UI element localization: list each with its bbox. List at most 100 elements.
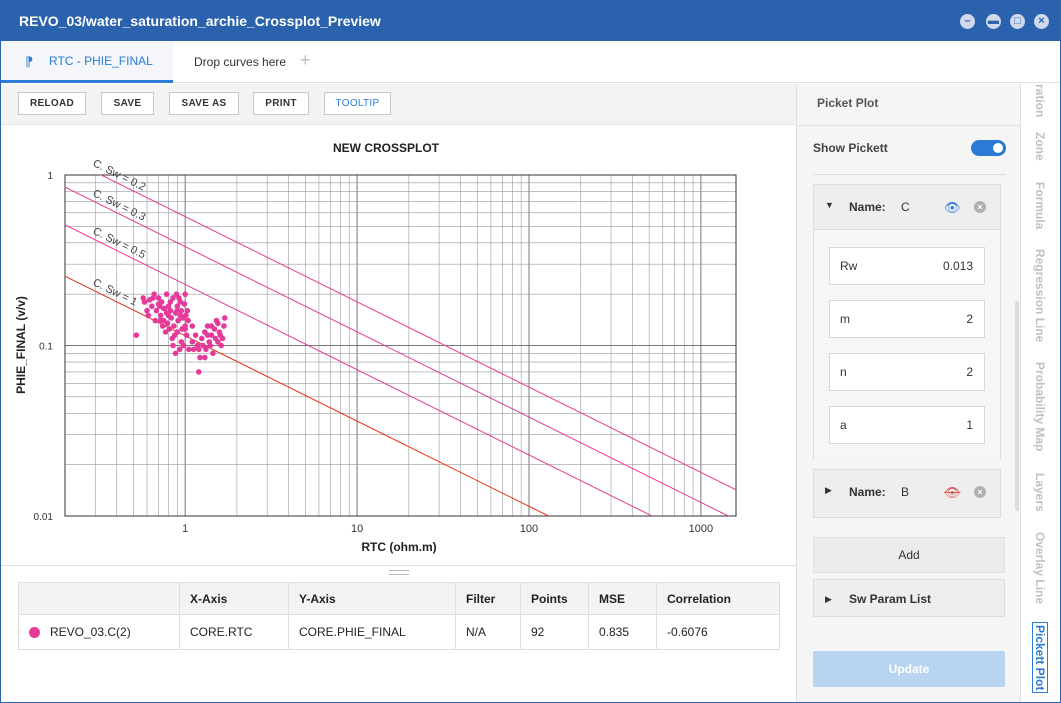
data-point — [215, 320, 221, 327]
eye-hidden-icon[interactable]: 👁 — [944, 485, 961, 500]
tooltip-button[interactable]: TOOLTIP — [324, 92, 391, 115]
crossplot-chart[interactable]: C. Sw = 1C. Sw = 0.5C. Sw = 0.3C. Sw = 0… — [1, 125, 796, 565]
y-axis-label: PHIE_FINAL (v/v) — [14, 296, 28, 394]
splitter-grip-top[interactable] — [389, 570, 409, 571]
y-tick-label: 1 — [47, 171, 53, 182]
side-tab-configuration[interactable]: ration — [1033, 84, 1047, 118]
data-point — [176, 346, 183, 353]
splitter-grip-bottom[interactable] — [389, 574, 409, 575]
caret-down-icon[interactable]: ▼ — [825, 200, 834, 210]
group-b-name: B — [901, 485, 910, 499]
data-point — [157, 312, 164, 319]
panel-splitter[interactable] — [1, 565, 796, 575]
series-name: REVO_03.C(2) — [50, 625, 131, 639]
correlation-cell: -0.6076 — [656, 614, 780, 650]
m-label: m — [840, 312, 850, 326]
side-tab-pickett-plot[interactable]: Pickett Plot — [1032, 622, 1048, 694]
a-value[interactable]: 1 — [966, 418, 973, 432]
data-point — [203, 346, 209, 353]
pickett-panel-title: Picket Plot — [817, 96, 879, 110]
sw-param-list-button[interactable]: ▶ Sw Param List — [813, 579, 1005, 617]
a-field[interactable]: a 1 — [829, 406, 985, 444]
n-label: n — [840, 365, 847, 379]
eye-icon[interactable]: 👁 — [944, 200, 961, 215]
filter-cell: N/A — [455, 614, 521, 650]
side-tab-zone[interactable]: Zone — [1033, 132, 1047, 161]
data-point — [177, 312, 184, 319]
maximize-icon[interactable]: □ — [1010, 14, 1025, 29]
n-value[interactable]: 2 — [966, 365, 973, 379]
side-tab-layers[interactable]: Layers — [1033, 473, 1047, 512]
m-field[interactable]: m 2 — [829, 300, 985, 338]
x-tick-label: 1000 — [689, 523, 713, 535]
series-color-dot — [29, 627, 40, 639]
rw-value[interactable]: 0.013 — [942, 259, 973, 273]
save-button[interactable]: SAVE — [101, 92, 154, 115]
data-point — [195, 346, 202, 353]
panel-scrollbar[interactable] — [1015, 301, 1019, 511]
side-tab-regression-line[interactable]: Regression Line — [1033, 249, 1047, 343]
data-point — [221, 323, 227, 329]
tab-rtc-phie-final[interactable]: ⁋ RTC - PHIE_FINAL — [1, 41, 173, 83]
print-button[interactable]: PRINT — [253, 92, 309, 115]
update-button[interactable]: Update — [813, 651, 1005, 687]
remove-icon[interactable]: × — [974, 486, 986, 498]
pickett-line — [65, 186, 730, 516]
data-point — [182, 291, 188, 297]
restore-icon[interactable]: ▬ — [986, 14, 1001, 29]
tab-label: RTC - PHIE_FINAL — [49, 54, 153, 68]
x-tick-label: 10 — [351, 523, 363, 535]
save-as-button[interactable]: SAVE AS — [169, 92, 239, 115]
drop-curves-tab[interactable]: Drop curves here — [194, 55, 287, 69]
data-point — [184, 307, 191, 314]
table-row[interactable]: REVO_03.C(2) CORE.RTC CORE.PHIE_FINAL N/… — [18, 614, 780, 650]
side-tab-overlay-line[interactable]: Overlay Line — [1033, 532, 1047, 605]
data-point — [167, 307, 174, 314]
reload-button[interactable]: RELOAD — [18, 92, 86, 115]
n-field[interactable]: n 2 — [829, 353, 985, 391]
x-axis-cell: CORE.RTC — [179, 614, 289, 650]
data-point — [210, 350, 216, 357]
data-point — [190, 346, 197, 353]
x-tick-label: 1 — [182, 523, 188, 535]
data-point — [170, 342, 176, 349]
data-point — [204, 332, 211, 338]
data-point — [178, 339, 185, 345]
m-value[interactable]: 2 — [966, 312, 973, 326]
header-series — [18, 582, 180, 615]
pickett-panel: Picket Plot Show Pickett ▼ Name: C 👁 × R… — [796, 84, 1021, 702]
chart-tab-icon: ⁋ — [25, 54, 34, 69]
toggle-knob — [993, 143, 1003, 153]
rw-field[interactable]: Rw 0.013 — [829, 247, 985, 285]
data-point — [221, 315, 228, 321]
data-point — [160, 305, 167, 312]
panel-divider — [797, 125, 1021, 126]
group-c-header[interactable]: ▼ Name: C 👁 × — [814, 185, 1000, 229]
add-tab-icon[interactable]: + — [300, 50, 311, 70]
data-point — [178, 307, 185, 314]
pickett-line — [65, 224, 654, 516]
data-point — [171, 323, 177, 329]
side-tab-probability-map[interactable]: Probability Map — [1033, 362, 1047, 452]
data-point — [219, 335, 226, 342]
minimize-icon[interactable]: – — [960, 14, 975, 29]
plot-frame — [64, 174, 737, 517]
chart-title: NEW CROSSPLOT — [333, 141, 440, 155]
caret-right-icon[interactable]: ▶ — [825, 485, 832, 495]
y-tick-label: 0.01 — [34, 512, 54, 523]
x-tick-label: 100 — [520, 523, 538, 535]
side-tab-formula[interactable]: Formula — [1033, 182, 1047, 230]
data-point — [183, 312, 189, 319]
data-point — [151, 291, 157, 297]
group-b-header[interactable]: ▶ Name: B 👁 × — [814, 470, 1000, 514]
show-pickett-toggle[interactable] — [971, 140, 1006, 156]
data-point — [195, 369, 202, 375]
data-point — [163, 291, 170, 297]
points-cell: 92 — [520, 614, 589, 650]
pickett-line — [100, 175, 736, 491]
remove-icon[interactable]: × — [974, 201, 986, 213]
data-point — [181, 301, 188, 307]
add-button[interactable]: Add — [813, 537, 1005, 573]
close-icon[interactable]: × — [1034, 14, 1049, 29]
data-point — [141, 299, 148, 305]
